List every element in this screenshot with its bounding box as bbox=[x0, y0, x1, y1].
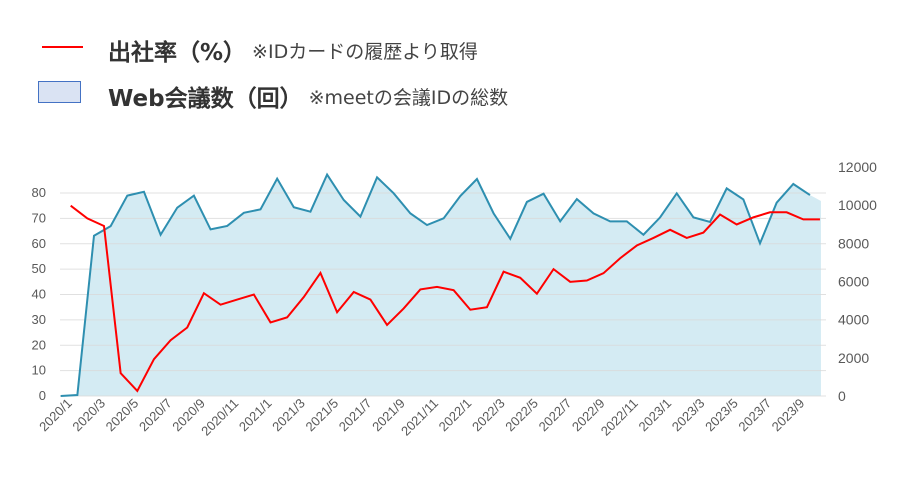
right-axis-tick-label: 8000 bbox=[838, 235, 869, 251]
x-axis-tick-label: 2021/3 bbox=[269, 396, 308, 435]
x-axis-tick-label: 2022/3 bbox=[469, 396, 508, 435]
x-axis-tick-label: 2023/3 bbox=[669, 396, 708, 435]
left-axis-tick-label: 20 bbox=[32, 337, 46, 352]
x-axis-tick-label: 2021/1 bbox=[236, 396, 275, 435]
x-axis-tick-label: 2022/7 bbox=[536, 396, 575, 435]
x-axis-tick-label: 2022/11 bbox=[598, 396, 641, 439]
right-axis-tick-label: 12000 bbox=[838, 159, 877, 175]
legend-title-web-meetings: Web会議数（回） bbox=[108, 86, 303, 112]
x-axis-tick-label: 2021/5 bbox=[302, 396, 341, 435]
x-axis-tick-label: 2023/7 bbox=[735, 396, 774, 435]
legend-swatch-attendance bbox=[42, 46, 83, 48]
x-axis-tick-label: 2023/5 bbox=[702, 396, 741, 435]
left-axis-tick-label: 30 bbox=[32, 312, 46, 327]
web-meetings-line bbox=[60, 172, 811, 397]
x-axis-tick-label: 2021/7 bbox=[336, 396, 375, 435]
right-axis-tick-label: 6000 bbox=[838, 274, 869, 290]
x-axis-tick-label: 2023/9 bbox=[769, 396, 808, 435]
right-axis-tick-label: 4000 bbox=[838, 312, 869, 328]
legend-item-attendance: 出社率（%） ※IDカードの履歴より取得 bbox=[108, 33, 478, 67]
x-axis-tick-label: 2020/5 bbox=[103, 396, 142, 435]
attendance-line bbox=[70, 204, 820, 393]
x-axis-tick-label: 2023/1 bbox=[635, 396, 674, 435]
right-axis-tick-label: 2000 bbox=[838, 350, 869, 366]
x-axis-tick-label: 2020/3 bbox=[69, 396, 108, 435]
left-axis-tick-label: 40 bbox=[32, 287, 46, 302]
x-axis-tick-label: 2020/7 bbox=[136, 396, 175, 435]
right-axis-tick-label: 0 bbox=[838, 388, 846, 404]
left-axis-tick-label: 70 bbox=[32, 210, 46, 225]
left-axis-tick-label: 50 bbox=[32, 261, 46, 276]
legend-item-web-meetings: Web会議数（回） ※meetの会議IDの総数 bbox=[108, 79, 508, 113]
left-axis-tick-label: 0 bbox=[39, 388, 46, 403]
left-axis-tick-label: 60 bbox=[32, 236, 46, 251]
x-axis-tick-label: 2020/11 bbox=[198, 396, 241, 439]
x-axis-tick-label: 2022/1 bbox=[436, 396, 475, 435]
left-axis-tick-label: 80 bbox=[32, 185, 46, 200]
legend-title-attendance: 出社率（%） bbox=[108, 40, 247, 66]
legend-note-attendance: ※IDカードの履歴より取得 bbox=[252, 40, 478, 63]
left-axis-tick-label: 10 bbox=[32, 363, 46, 378]
web-meetings-area bbox=[60, 174, 821, 396]
x-axis-tick-label: 2022/5 bbox=[502, 396, 541, 435]
x-axis-tick-label: 2021/11 bbox=[398, 396, 441, 439]
right-axis-tick-label: 10000 bbox=[838, 197, 877, 213]
legend-swatch-web-meetings bbox=[38, 81, 81, 103]
legend-note-web-meetings: ※meetの会議IDの総数 bbox=[308, 86, 509, 109]
